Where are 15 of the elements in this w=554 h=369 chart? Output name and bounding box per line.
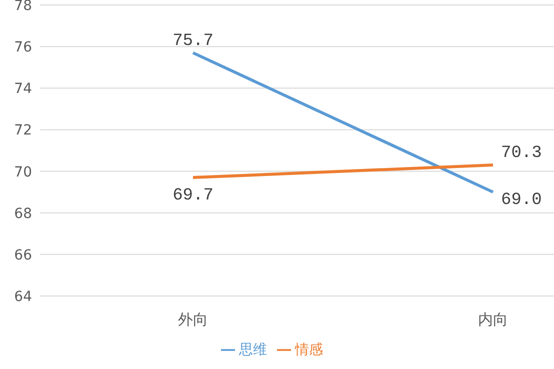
data-label: 75.7 <box>172 32 214 51</box>
y-tick-label: 70 <box>14 164 32 180</box>
data-label: 69.7 <box>172 186 214 206</box>
y-tick-label: 64 <box>14 288 32 305</box>
data-label: 70.3 <box>501 144 542 164</box>
y-tick-label: 74 <box>14 81 32 98</box>
x-tick-label: 外向 <box>178 310 208 329</box>
y-tick-label: 72 <box>14 122 32 139</box>
y-tick-label: 68 <box>14 206 32 222</box>
legend-label: 思维 <box>239 342 267 358</box>
legend-label: 情感 <box>295 342 323 358</box>
y-tick-label: 76 <box>14 40 32 56</box>
x-tick-label: 内向 <box>478 310 508 329</box>
data-label: 69.0 <box>501 191 542 210</box>
y-tick-label: 66 <box>14 247 32 264</box>
